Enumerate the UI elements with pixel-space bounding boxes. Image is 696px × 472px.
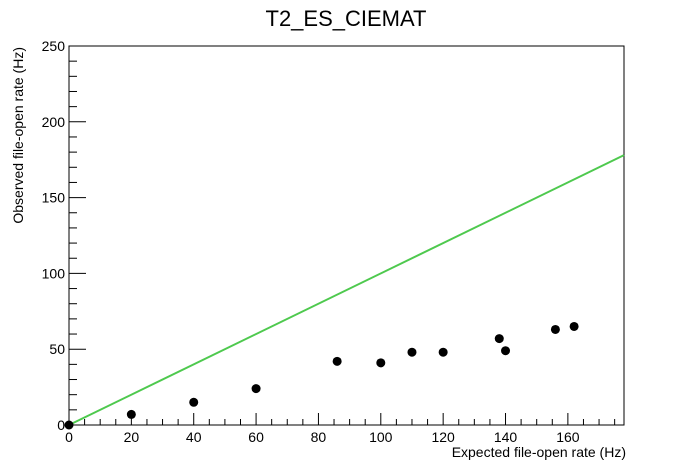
data-point (251, 384, 261, 394)
x-axis: 0 20 40 60 80 100 120 140 160 (65, 413, 616, 445)
y-tick-label: 50 (49, 341, 65, 357)
y-tick-label: 150 (42, 190, 66, 206)
chart-title: T2_ES_CIEMAT (266, 6, 427, 31)
data-point (64, 420, 74, 430)
reference-line-path (68, 154, 625, 426)
y-tick-label: 0 (57, 417, 65, 433)
y-axis-label: Observed file-open rate (Hz) (10, 47, 26, 224)
data-point (376, 358, 386, 368)
data-point (438, 347, 448, 357)
data-points (64, 321, 579, 430)
reference-line (68, 154, 625, 426)
x-tick-label: 160 (556, 429, 580, 445)
x-tick-label: 20 (124, 429, 140, 445)
y-tick-label: 200 (42, 114, 66, 130)
x-tick-label: 60 (248, 429, 264, 445)
x-tick-label: 120 (431, 429, 455, 445)
data-point (550, 324, 560, 334)
y-axis: 0 50 100 150 200 250 (42, 38, 86, 433)
y-tick-label: 100 (42, 265, 66, 281)
x-tick-label: 100 (369, 429, 393, 445)
data-point (569, 321, 579, 331)
data-point (494, 334, 504, 344)
x-axis-label: Expected file-open rate (Hz) (452, 444, 626, 460)
data-point (407, 347, 417, 357)
data-point (332, 356, 342, 366)
data-point (501, 346, 511, 356)
data-point (189, 397, 199, 407)
plot-frame (68, 45, 625, 426)
x-tick-label: 0 (65, 429, 73, 445)
data-point (126, 409, 136, 419)
x-tick-label: 40 (186, 429, 202, 445)
y-tick-label: 250 (42, 38, 66, 54)
x-tick-label: 140 (494, 429, 518, 445)
plot-frame-border (68, 45, 625, 426)
x-tick-label: 80 (311, 429, 327, 445)
